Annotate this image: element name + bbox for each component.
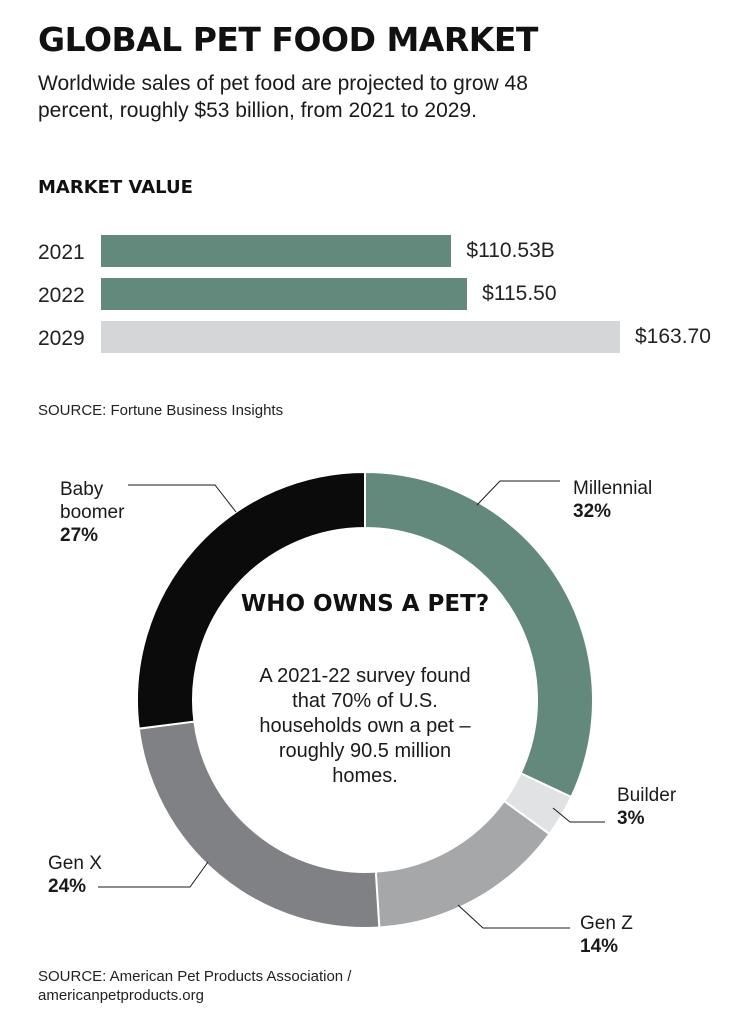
bar-category-label: 2022: [38, 284, 85, 307]
slice-name: Millennial: [573, 478, 653, 499]
donut-source-line1: SOURCE: American Pet Products Associatio…: [38, 968, 352, 985]
donut-source: SOURCE: American Pet Products Associatio…: [38, 967, 351, 1005]
bar-row-2029: 2029 $163.70: [0, 321, 740, 355]
market-value-title: MARKET VALUE: [38, 177, 193, 198]
label-gen-z: Gen Z 14%: [580, 912, 633, 958]
slice-name: Builder: [617, 785, 677, 806]
bar-value-label: $163.70: [635, 325, 711, 348]
donut-source-line2: americanpetproducts.org: [38, 987, 204, 1004]
leader-line-baby-boomer: [128, 484, 237, 513]
page-title: GLOBAL PET FOOD MARKET: [38, 20, 538, 59]
leader-line-builder: [552, 807, 605, 823]
leader-line-gen-z: [457, 904, 570, 929]
donut-center-title: WHO OWNS A PET?: [240, 591, 490, 617]
slice-percent: 14%: [580, 936, 619, 957]
bar-2022: [101, 278, 468, 310]
pet-owner-donut-chart: [98, 470, 605, 929]
slice-name: Gen Z: [580, 913, 633, 934]
bar-category-label: 2029: [38, 327, 85, 350]
bar-row-2022: 2022 $115.50: [0, 278, 740, 312]
leader-line-gen-x: [98, 861, 209, 888]
bar-category-label: 2021: [38, 241, 85, 264]
page-subtitle: Worldwide sales of pet food are projecte…: [38, 72, 528, 122]
slice-percent: 24%: [48, 876, 87, 897]
label-gen-x: Gen X 24%: [48, 852, 102, 898]
donut-center-text: A 2021-22 survey found that 70% of U.S. …: [259, 665, 471, 787]
slice-percent: 32%: [573, 501, 612, 522]
label-millennial: Millennial 32%: [573, 477, 652, 523]
slice-percent: 3%: [617, 808, 645, 829]
bar-value-label: $110.53B: [466, 239, 555, 262]
bar-value-label: $115.50: [482, 282, 557, 305]
leader-line-millennial: [476, 480, 560, 506]
bar-2029: [101, 321, 620, 353]
bar-2021: [101, 235, 452, 267]
label-builder: Builder 3%: [617, 784, 676, 830]
donut-slice-millennial: [364, 470, 594, 799]
slice-percent: 27%: [60, 525, 99, 546]
market-source: SOURCE: Fortune Business Insights: [38, 402, 284, 419]
label-baby-boomer: Baby boomer 27%: [60, 478, 170, 547]
donut-slice-baby-boomer: [136, 470, 366, 730]
slice-name: Gen X: [48, 853, 102, 874]
bar-row-2021: 2021 $110.53B: [0, 235, 740, 269]
slice-name: Baby boomer: [60, 479, 125, 523]
